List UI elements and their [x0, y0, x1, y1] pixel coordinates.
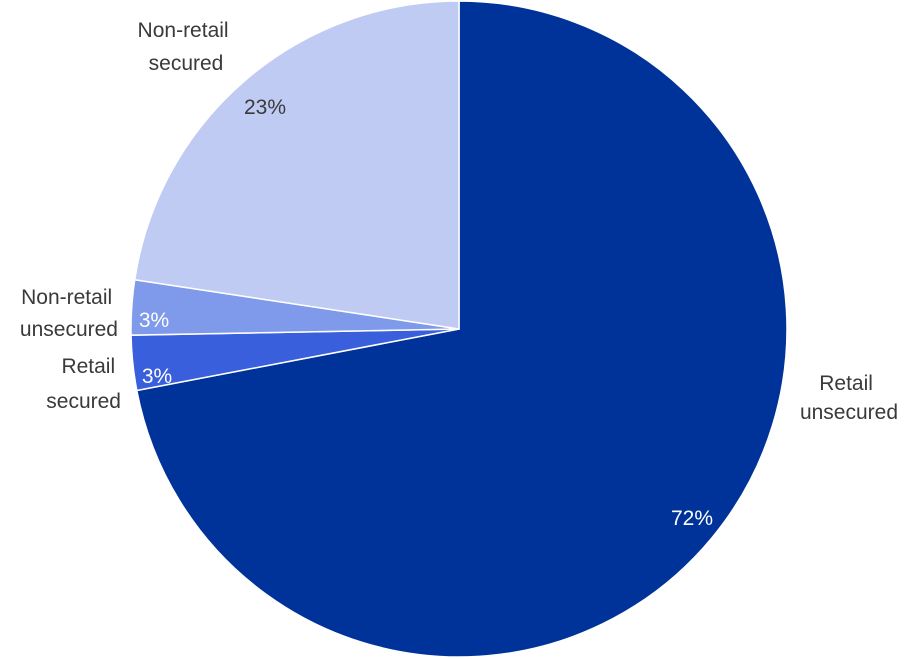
value-label-non-retail-secured: 23%: [244, 96, 286, 119]
pie-slice-retail-unsecured: [135, 0, 788, 658]
pie-slice-non-retail-secured: [133, 0, 460, 330]
value-label-retail-secured: 3%: [142, 365, 172, 388]
value-label-non-retail-unsecured: 3%: [139, 309, 169, 332]
category-label-retail-secured: Retail secured: [46, 355, 121, 413]
category-label-non-retail-secured: Non-retail secured: [138, 19, 235, 75]
value-label-retail-unsecured: 72%: [671, 507, 713, 530]
slices-layer: [130, 0, 788, 658]
category-label-non-retail-unsecured: Non-retail unsecured: [20, 286, 118, 341]
category-label-retail-unsecured: Retail unsecured: [800, 372, 898, 424]
labels-layer: Retail unsecured Retail secured Non-reta…: [20, 19, 898, 530]
